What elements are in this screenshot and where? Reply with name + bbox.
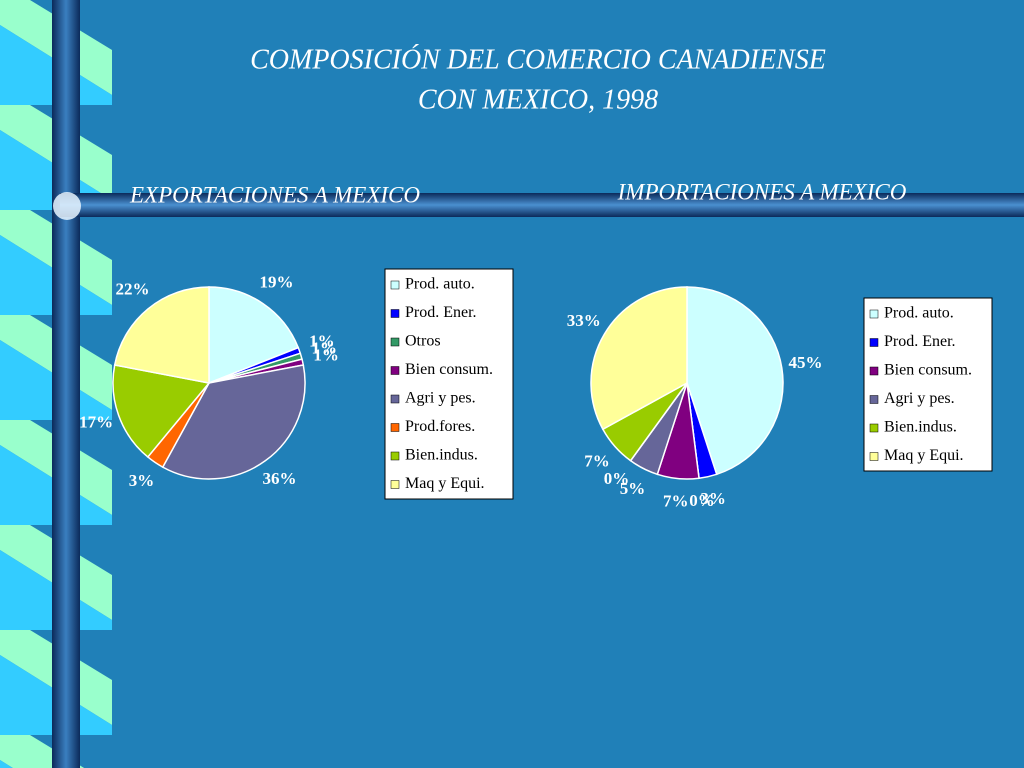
legend-swatch [390,309,400,318]
data-label: 0% [689,491,715,510]
legend-label: Prod. auto. [405,276,475,293]
legend-swatch [869,338,879,347]
data-label: 7% [663,491,689,510]
data-label: 3% [700,489,726,508]
ribbon-bar [52,0,80,768]
chart-title: EXPORTACIONES A MEXICO [129,182,420,207]
legend-swatch [390,366,400,375]
legend-label: Bien consum. [884,362,972,379]
legend-swatch [390,423,400,432]
legend-label: Maq y Equi. [884,447,964,464]
legend-label: Bien.indus. [405,447,478,464]
legend-swatch [869,309,879,319]
legend-box [863,297,993,472]
pie-slice [113,286,210,384]
data-label: 5% [620,479,646,498]
data-label: 45% [789,353,823,372]
slide-title: COMPOSICIÓN DEL COMERCIO CANADIENSE [250,44,826,75]
data-label: 17% [79,413,113,432]
data-label: 1% [311,338,337,357]
pie-slice [112,364,211,459]
legend-label: Agri y pes. [405,390,476,407]
data-label: 3% [129,471,155,490]
legend-swatch [390,451,400,461]
legend-label: Prod.fores. [405,418,475,435]
legend-label: Bien consum. [405,361,493,378]
legend-swatch [390,480,400,489]
pie-slice [590,286,688,431]
data-label: 1% [309,331,335,350]
data-label: 36% [263,469,297,488]
legend-label: Prod. Ener. [405,304,477,321]
legend-swatch [390,337,400,347]
legend-swatch [869,452,879,461]
legend-label: Prod. Ener. [884,333,956,350]
data-label: 1% [313,346,339,365]
pie-slice [161,364,306,480]
legend-label: Bien.indus. [884,419,957,436]
legend-swatch [390,394,400,404]
divider-bar [60,193,1024,217]
data-label: 19% [259,273,293,292]
data-label: 33% [567,311,601,330]
data-label: 7% [584,451,610,470]
data-label: 0% [604,469,630,488]
legend-label: Prod. auto. [884,305,954,322]
data-label: 22% [116,279,150,298]
slide-title: CON MEXICO, 1998 [418,84,658,115]
legend-label: Maq y Equi. [405,475,485,492]
legend-box [384,268,514,500]
chart-title: IMPORTACIONES A MEXICO [617,179,907,204]
pie-slice [208,286,300,385]
legend-swatch [390,280,400,290]
glow [53,192,81,220]
legend-label: Agri y pes. [884,390,955,407]
legend-swatch [869,423,879,433]
legend-swatch [869,366,879,376]
legend-label: Otros [405,333,441,350]
legend-swatch [869,395,879,404]
pie-slice [686,286,784,476]
